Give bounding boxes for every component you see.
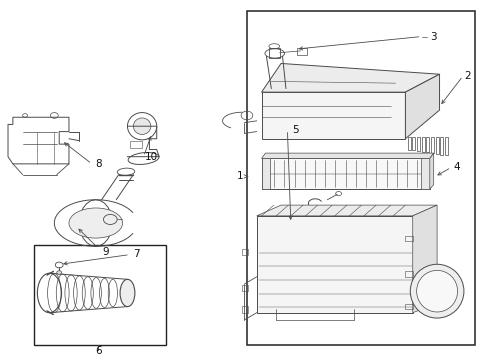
Bar [297,48,306,55]
Text: 6: 6 [95,346,102,356]
Text: 2: 2 [464,71,470,81]
Bar [261,158,429,189]
Ellipse shape [133,118,151,134]
Ellipse shape [69,208,122,238]
Bar [261,158,270,189]
Bar [256,216,412,313]
Text: 1: 1 [237,171,244,181]
Bar [431,266,440,270]
Text: 4: 4 [452,162,459,172]
Bar [130,141,142,148]
Text: 10: 10 [145,152,158,162]
Text: 8: 8 [95,159,102,169]
Bar [268,48,279,58]
Bar [405,271,412,277]
Bar [242,306,247,313]
Polygon shape [261,63,439,92]
Ellipse shape [409,264,463,318]
Polygon shape [256,205,436,216]
Bar [34,244,165,345]
Bar [246,12,474,345]
Polygon shape [405,74,439,139]
Polygon shape [261,92,405,139]
Ellipse shape [57,271,61,274]
Polygon shape [429,153,433,189]
Polygon shape [412,205,436,313]
Bar [242,249,247,255]
Text: 9: 9 [102,247,109,257]
Polygon shape [261,153,433,158]
Text: 5: 5 [292,125,298,135]
Bar [242,285,247,291]
Bar [405,235,412,241]
Text: 3: 3 [429,32,436,41]
Bar [420,158,429,189]
Bar [405,304,412,309]
Text: 7: 7 [133,248,139,258]
Ellipse shape [120,279,135,307]
Ellipse shape [416,270,457,312]
